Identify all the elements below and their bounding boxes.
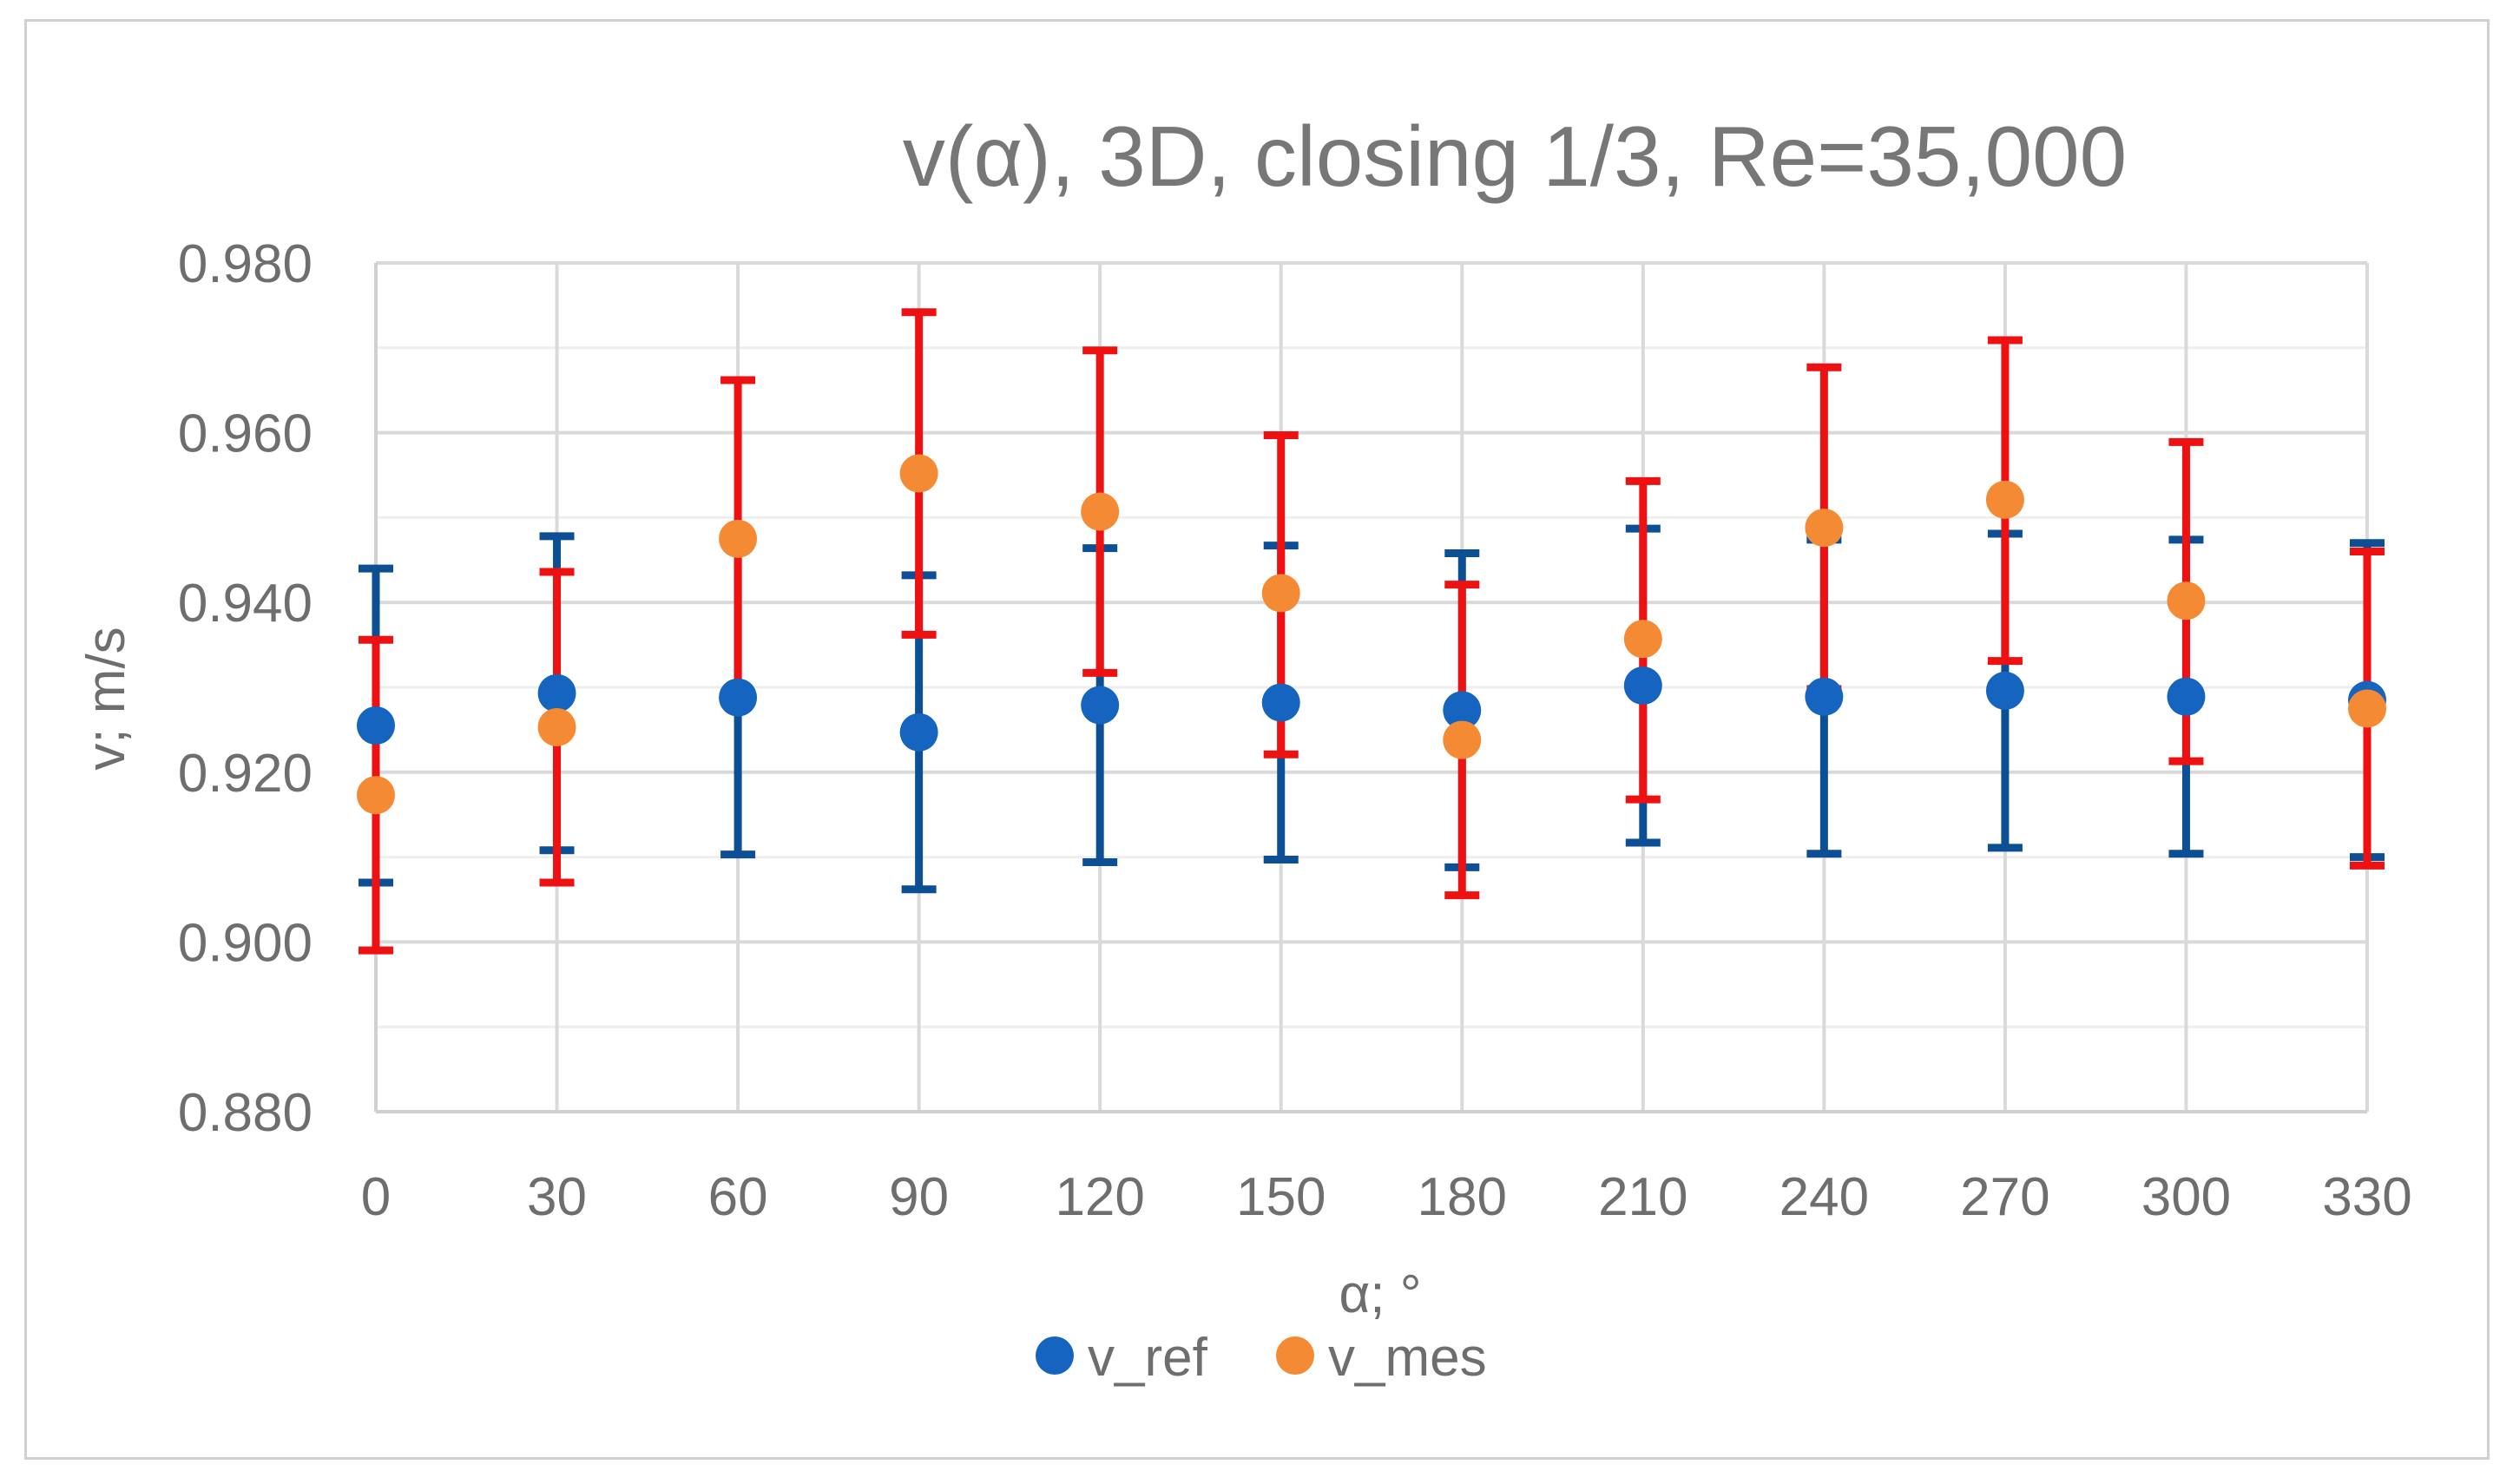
data-point-v-ref (1443, 691, 1482, 730)
x-tick-label: 180 (1418, 1167, 1507, 1227)
data-point-v-mes (1081, 492, 1120, 531)
legend-marker-v-ref (1036, 1336, 1074, 1375)
data-point-v-mes (2348, 689, 2386, 728)
x-tick-label: 300 (2141, 1167, 2231, 1227)
x-tick-label: 210 (1598, 1167, 1687, 1227)
data-point-v-ref (2167, 677, 2206, 716)
point-layer (357, 454, 2386, 815)
y-tick-label: 0.940 (178, 574, 312, 634)
chart-title: v(α), 3D, closing 1/3, Re=35,000 (903, 108, 2127, 204)
data-point-v-mes (1623, 620, 1662, 659)
data-point-v-ref (1623, 666, 1662, 706)
data-point-v-mes (1985, 480, 2024, 519)
y-tick-label: 0.960 (178, 404, 312, 464)
legend: v_ref v_mes (1036, 1328, 1487, 1388)
data-point-v-mes (537, 707, 576, 746)
data-point-v-mes (1261, 574, 1300, 613)
text-layer: v(α), 3D, closing 1/3, Re=35,000 α; ° v;… (76, 108, 2412, 1324)
data-point-v-ref (1985, 671, 2024, 710)
x-tick-label: 270 (1960, 1167, 2049, 1227)
data-point-v-mes (899, 454, 938, 493)
data-point-v-ref (357, 706, 395, 745)
data-point-v-mes (357, 776, 395, 815)
y-tick-label: 0.900 (178, 913, 312, 973)
data-point-v-mes (719, 519, 758, 558)
data-point-v-mes (1443, 720, 1482, 759)
y-axis-label: v; m/s (76, 627, 136, 770)
error-bar-layer (359, 308, 2385, 955)
data-point-v-ref (719, 678, 758, 717)
x-tick-label: 120 (1055, 1167, 1144, 1227)
x-tick-label: 150 (1236, 1167, 1326, 1227)
x-tick-label: 30 (527, 1167, 587, 1227)
y-tick-label: 0.980 (178, 234, 312, 294)
data-point-v-mes (2167, 581, 2206, 621)
data-point-v-ref (1081, 686, 1120, 725)
data-point-v-ref (899, 712, 938, 752)
x-tick-label: 0 (361, 1167, 391, 1227)
x-axis-label: α; ° (1339, 1264, 1421, 1324)
data-point-v-mes (1805, 509, 1844, 548)
x-tick-label: 90 (889, 1167, 949, 1227)
x-tick-label: 330 (2322, 1167, 2411, 1227)
y-tick-label: 0.920 (178, 744, 312, 804)
grid-layer (376, 261, 2369, 1112)
chart-frame (24, 19, 2490, 1460)
legend-marker-v-mes (1276, 1336, 1314, 1375)
y-tick-label: 0.880 (178, 1083, 312, 1143)
data-point-v-ref (1805, 677, 1844, 716)
legend-label-v-mes: v_mes (1328, 1328, 1487, 1388)
data-point-v-ref (1261, 683, 1300, 722)
x-tick-label: 240 (1779, 1167, 1869, 1227)
data-point-v-ref (537, 673, 576, 712)
legend-label-v-ref: v_ref (1088, 1328, 1208, 1388)
x-tick-label: 60 (708, 1167, 768, 1227)
